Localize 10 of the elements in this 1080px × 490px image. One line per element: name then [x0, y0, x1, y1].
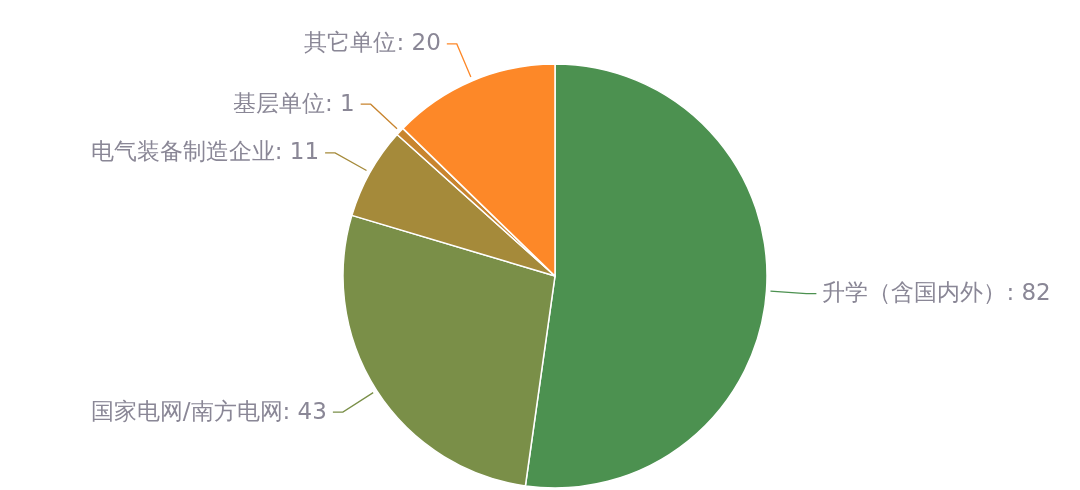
- data-label: : 1: [324, 89, 355, 116]
- data-label: : 11: [274, 138, 320, 165]
- data-label: : 20: [396, 29, 441, 56]
- data-label: : 43: [282, 397, 327, 424]
- slice-label: 国家电网/南方电网: [90, 397, 283, 424]
- slice-label: 电气装备制造企业: [90, 138, 275, 165]
- data-label: : 82: [1006, 279, 1051, 306]
- slice-label: 升学（含国内外）: [822, 279, 1007, 306]
- slice-label: 其它单位: [304, 29, 397, 56]
- slice-label: 基层单位: [232, 89, 325, 116]
